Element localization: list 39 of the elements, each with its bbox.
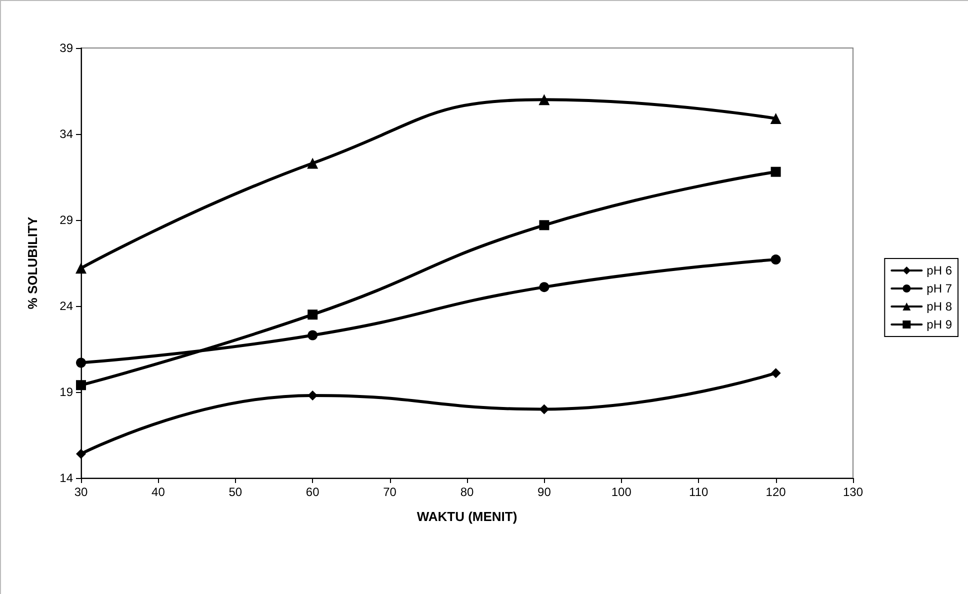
x-tick-label: 120 (766, 485, 786, 499)
x-tick-label: 30 (74, 485, 88, 499)
x-tick-label: 80 (460, 485, 474, 499)
x-axis-title: WAKTU (MENIT) (416, 509, 518, 524)
point (308, 310, 318, 320)
y-tick-label: 34 (60, 127, 74, 141)
point (770, 368, 781, 378)
point (539, 404, 550, 414)
point (539, 282, 550, 292)
point (308, 390, 318, 400)
x-tick-label: 110 (689, 485, 708, 499)
x-tick-label: 60 (306, 485, 320, 499)
point (307, 158, 318, 169)
point (538, 94, 550, 106)
point (770, 254, 781, 265)
point (76, 262, 86, 274)
y-axis-title: % SOLUBILITY (25, 216, 40, 310)
point (76, 358, 86, 368)
point (76, 448, 86, 459)
point (770, 113, 782, 124)
x-tick-label: 50 (228, 485, 242, 499)
x-tick-label: 90 (538, 485, 552, 499)
x-tick-label: 100 (611, 485, 632, 499)
point (308, 330, 318, 340)
x-tick-label: 40 (152, 485, 166, 499)
y-tick-label: 39 (60, 41, 74, 55)
point (539, 220, 550, 230)
legend-label: pH 6 (926, 264, 952, 278)
y-tick-label: 19 (60, 385, 74, 399)
x-tick-label: 130 (842, 485, 864, 499)
x-tick-label: 70 (383, 485, 397, 499)
legend-label: pH 7 (926, 282, 952, 296)
y-tick-label: 14 (60, 471, 74, 485)
point (76, 380, 86, 390)
legend-label: pH 8 (926, 300, 952, 314)
legend-label: pH 9 (926, 318, 952, 332)
y-tick-label: 24 (60, 299, 74, 313)
point (770, 166, 781, 177)
y-tick-label: 29 (60, 213, 74, 227)
